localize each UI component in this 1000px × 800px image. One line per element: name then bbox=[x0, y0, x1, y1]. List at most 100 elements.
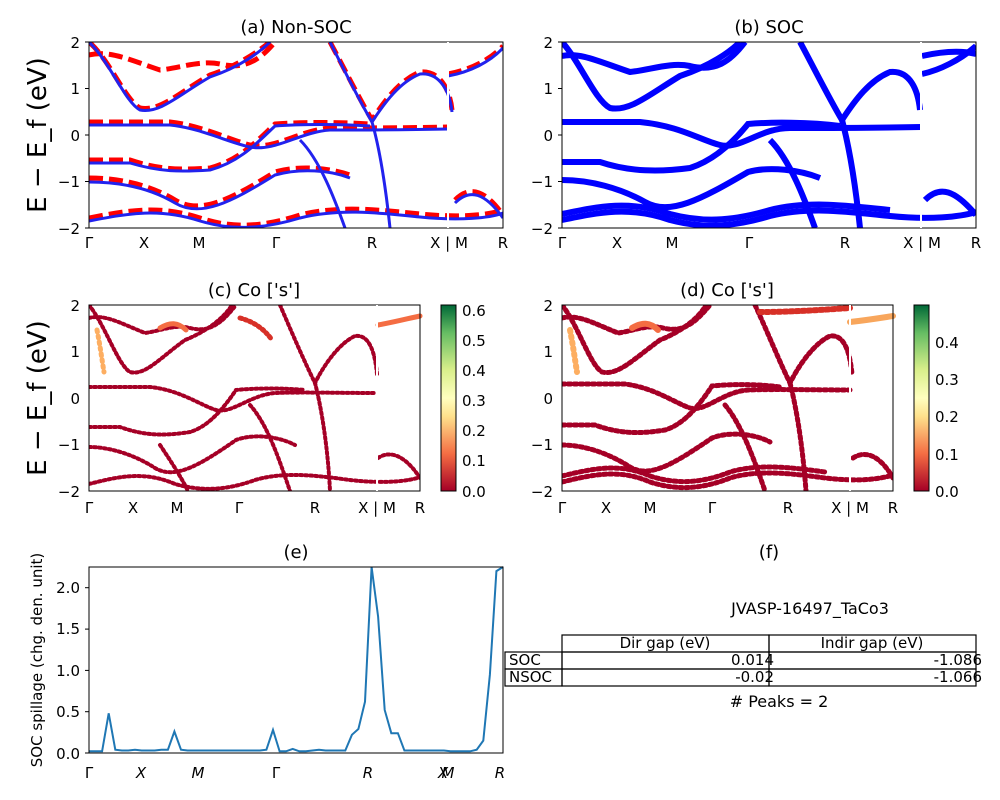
xtick-label: X bbox=[135, 764, 147, 782]
xtick-label: R bbox=[415, 499, 425, 517]
panel-d-highlight-points bbox=[567, 305, 896, 375]
colorbar-label: 0.3 bbox=[462, 392, 486, 410]
gap-table bbox=[504, 634, 977, 687]
panel-a-bands bbox=[89, 42, 503, 228]
panel-c-bands bbox=[89, 305, 420, 491]
xtick-label: M bbox=[442, 764, 455, 782]
panel-d-title: (d) Co ['s'] bbox=[680, 280, 774, 301]
colorbar-tick-labels: 0.6 0.5 0.4 0.3 0.2 0.1 0.0 bbox=[462, 302, 486, 501]
gap-table-text: Dir gap (eV) Indir gap (eV) SOC 0.014 -1… bbox=[509, 634, 982, 686]
xtick-label: Γ bbox=[85, 499, 94, 517]
panel-b-ytick-labels: 2 1 0 −1 −2 bbox=[531, 34, 553, 238]
panel-a-blue-bands bbox=[89, 42, 503, 228]
panel-a-red-bands bbox=[89, 42, 503, 228]
table-cell: -1.066 bbox=[934, 668, 982, 686]
ytick-label: 2 bbox=[70, 34, 80, 52]
colorbar-label: 0.1 bbox=[462, 452, 486, 470]
xtick-label: Γ bbox=[558, 499, 567, 517]
xtick-label: Γ bbox=[85, 764, 94, 782]
panel-e: (e) SOC spillage (chg. den. unit) 2.0 1.… bbox=[28, 542, 505, 782]
colorbar-label: 0.0 bbox=[935, 483, 959, 501]
xtick-label: X | M bbox=[903, 234, 941, 252]
xtick-label: X bbox=[612, 234, 622, 252]
panel-b: (b) SOC 2 1 0 −1 −2 Γ bbox=[531, 17, 981, 252]
colorbar-label: 0.4 bbox=[935, 334, 959, 352]
ytick-label: −2 bbox=[58, 220, 80, 238]
ytick-label: 2.0 bbox=[56, 579, 80, 597]
xtick-label: M bbox=[666, 234, 679, 252]
panel-b-bands bbox=[562, 42, 976, 228]
colorbar-label: 0.2 bbox=[935, 408, 959, 426]
panel-c-colorbar: 0.6 0.5 0.4 0.3 0.2 0.1 0.0 bbox=[440, 302, 486, 501]
xtick-label: Γ bbox=[272, 764, 281, 782]
xtick-label: Γ bbox=[85, 234, 94, 252]
ytick-label: −2 bbox=[531, 483, 553, 501]
table-cell: 0.014 bbox=[731, 651, 774, 669]
ytick-label: 0.0 bbox=[56, 745, 80, 763]
panel-b-xtick-labels: Γ X M Γ R X | M R bbox=[558, 234, 981, 252]
panel-f: (f) JVASP-16497_TaCo3 Dir gap (eV) Indir… bbox=[504, 542, 982, 711]
panel-c-title: (c) Co ['s'] bbox=[208, 280, 300, 301]
ytick-label: 1 bbox=[70, 343, 80, 361]
xtick-label: X bbox=[601, 499, 611, 517]
panel-c-ytick-labels: 2 1 0 −1 −2 bbox=[58, 297, 80, 501]
xtick-label: R bbox=[495, 764, 505, 782]
table-row-label: NSOC bbox=[509, 668, 552, 686]
table-header-dir-gap: Dir gap (eV) bbox=[620, 634, 711, 652]
panel-d-bands bbox=[562, 305, 893, 491]
panel-c: (c) Co ['s'] E − E_f (eV) 2 1 0 bbox=[23, 280, 486, 517]
peaks-count: # Peaks = 2 bbox=[730, 692, 829, 711]
colorbar-label: 0.0 bbox=[462, 483, 486, 501]
xtick-label: M bbox=[192, 764, 205, 782]
xtick-label: R bbox=[783, 499, 793, 517]
colorbar-label: 0.1 bbox=[935, 446, 959, 464]
panel-c-xtick-labels: Γ X M Γ R X | M R bbox=[85, 499, 425, 517]
panel-d: (d) Co ['s'] 2 1 0 −1 −2 bbox=[531, 280, 959, 517]
ytick-label: 0 bbox=[543, 127, 553, 145]
panel-e-ytick-labels: 2.0 1.5 1.0 0.5 0.0 bbox=[56, 579, 80, 763]
xtick-label: Γ bbox=[272, 234, 281, 252]
colorbar-tick-labels: 0.4 0.3 0.2 0.1 0.0 bbox=[935, 334, 959, 501]
panel-a-title: (a) Non-SOC bbox=[240, 17, 351, 38]
colorbar-label: 0.6 bbox=[462, 302, 486, 320]
ytick-label: 0 bbox=[543, 390, 553, 408]
panel-f-subtitle: JVASP-16497_TaCo3 bbox=[730, 599, 889, 619]
ytick-label: 1 bbox=[543, 80, 553, 98]
colorbar-label: 0.4 bbox=[462, 362, 486, 380]
ytick-label: 2 bbox=[543, 34, 553, 52]
table-row-label: SOC bbox=[509, 651, 541, 669]
ytick-label: 1 bbox=[70, 80, 80, 98]
ytick-label: −1 bbox=[531, 173, 553, 191]
table-cell: -0.02 bbox=[735, 668, 774, 686]
xtick-label: Γ bbox=[708, 499, 717, 517]
ytick-label: −2 bbox=[531, 220, 553, 238]
ytick-label: −1 bbox=[58, 173, 80, 191]
panel-e-xtick-labels: Γ X M Γ R X M R bbox=[85, 764, 505, 782]
panel-b-title: (b) SOC bbox=[734, 17, 803, 38]
xtick-label: X | M bbox=[831, 499, 869, 517]
xtick-label: M bbox=[171, 499, 184, 517]
panel-b-yticks bbox=[558, 41, 562, 229]
xtick-label: Γ bbox=[558, 234, 567, 252]
ytick-label: 2 bbox=[543, 297, 553, 315]
xtick-label: R bbox=[367, 234, 377, 252]
ytick-label: 1 bbox=[543, 343, 553, 361]
xtick-label: X bbox=[128, 499, 138, 517]
xtick-label: Γ bbox=[235, 499, 244, 517]
ytick-label: −1 bbox=[531, 436, 553, 454]
xtick-label: X | M bbox=[430, 234, 468, 252]
ytick-label: 0 bbox=[70, 127, 80, 145]
xtick-label: R bbox=[840, 234, 850, 252]
panel-f-title: (f) bbox=[759, 542, 779, 563]
colorbar-label: 0.3 bbox=[935, 371, 959, 389]
ytick-label: 0 bbox=[70, 390, 80, 408]
xtick-label: X | M bbox=[358, 499, 396, 517]
panel-a-ytick-labels: 2 1 0 −1 −2 bbox=[58, 34, 80, 238]
panel-a-yticks bbox=[85, 41, 89, 229]
xtick-label: R bbox=[498, 234, 508, 252]
panel-e-ylabel: SOC spillage (chg. den. unit) bbox=[28, 553, 46, 768]
xtick-label: X bbox=[437, 764, 449, 782]
colorbar-label: 0.5 bbox=[462, 332, 486, 350]
table-header-indir-gap: Indir gap (eV) bbox=[821, 634, 924, 652]
